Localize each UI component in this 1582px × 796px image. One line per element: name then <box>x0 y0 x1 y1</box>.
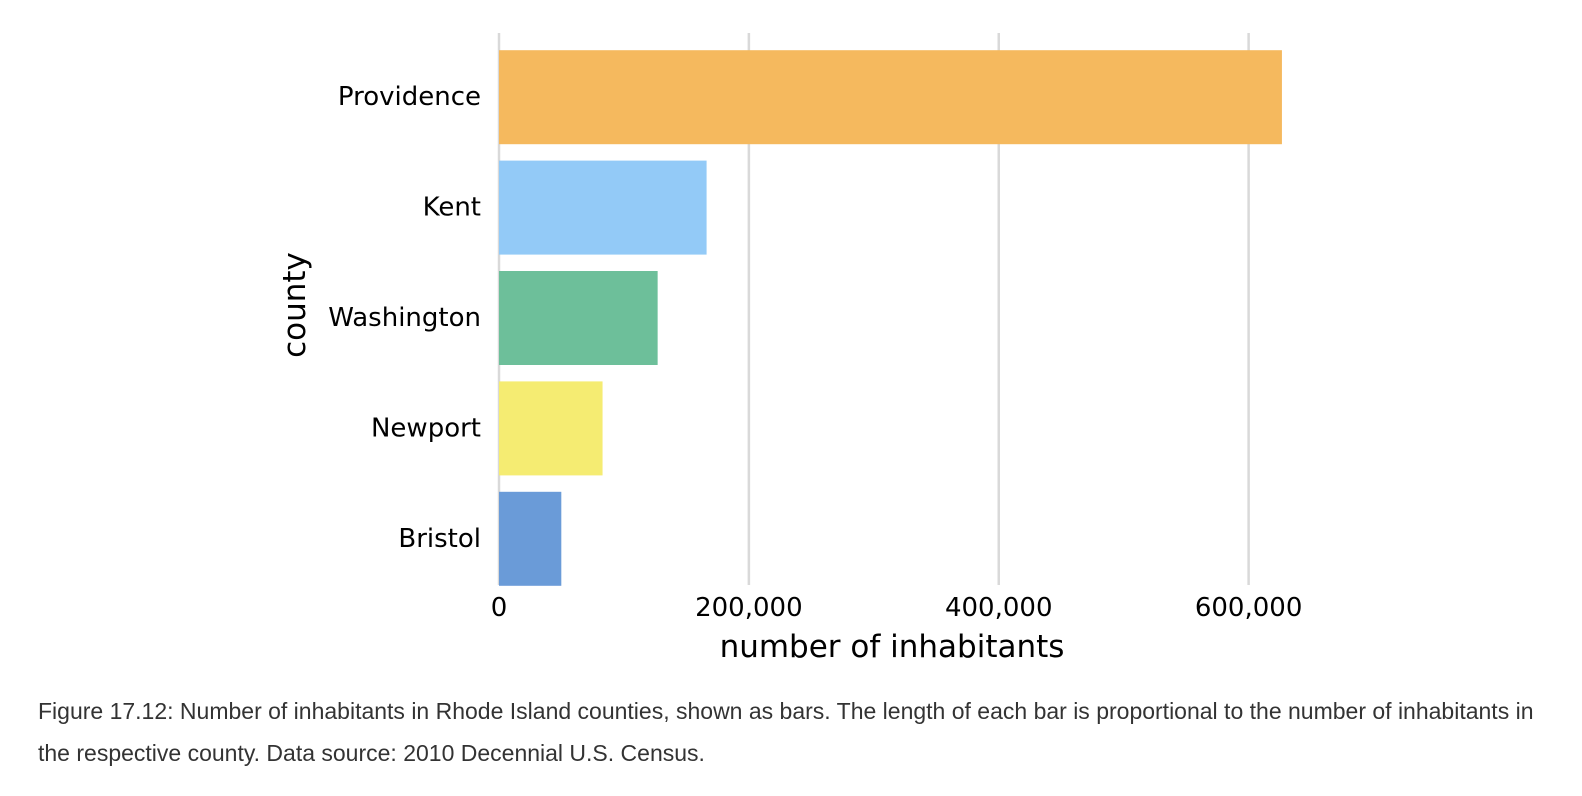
y-axis-title: county <box>277 252 313 358</box>
category-label: Providence <box>338 82 481 112</box>
x-tick-label: 0 <box>491 593 508 623</box>
x-tick-labels: 0 200,000 400,000 600,000 <box>491 593 1303 623</box>
bar <box>499 271 658 365</box>
bar <box>499 50 1282 145</box>
bar-chart: Providence Kent Washington Newport Bristol 0… <box>277 33 1303 665</box>
category-labels: Providence Kent Washington Newport Bristol <box>328 82 481 554</box>
x-tick-label: 400,000 <box>945 593 1053 623</box>
category-label: Washington <box>328 303 481 333</box>
category-label: Bristol <box>398 524 481 554</box>
figure-caption: Figure 17.12: Number of inhabitants in R… <box>38 698 1534 766</box>
x-tick-label: 600,000 <box>1195 593 1303 623</box>
category-label: Newport <box>371 413 481 443</box>
bars <box>499 50 1282 586</box>
category-label: Kent <box>423 193 481 223</box>
x-axis-title: number of inhabitants <box>720 629 1065 665</box>
bar <box>499 491 562 586</box>
x-tick-label: 200,000 <box>695 593 803 623</box>
bar <box>499 381 603 476</box>
bar <box>499 160 707 255</box>
